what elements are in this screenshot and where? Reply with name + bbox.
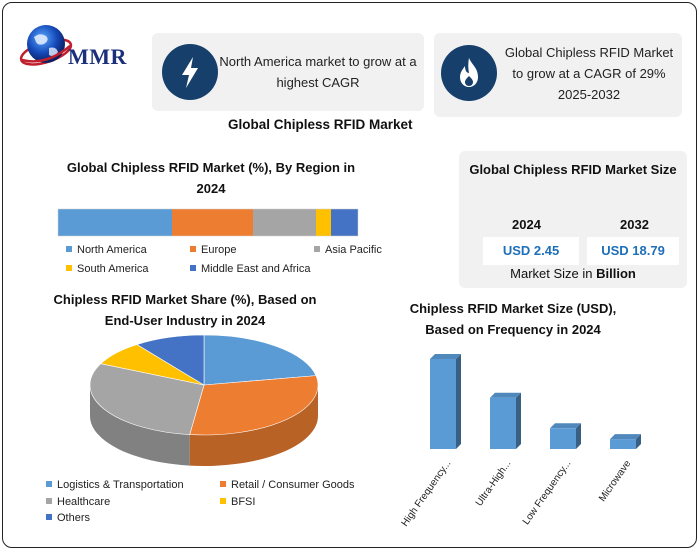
pie-slice-side: [189, 385, 318, 466]
region-legend-item: North America: [66, 244, 147, 256]
frequency-category-label: Ultra-High...: [474, 458, 514, 508]
legend-label: North America: [77, 244, 147, 256]
pie-slice: [136, 334, 205, 386]
frequency-bar-top: [490, 392, 521, 398]
pie-slice: [203, 334, 317, 386]
frequency-category-label: Low Frequency...: [521, 458, 574, 527]
value-2032: USD 18.79: [587, 237, 679, 265]
legend-label: Europe: [201, 244, 237, 256]
end-user-chart-title: Chipless RFID Market Share (%), Based on…: [53, 292, 317, 328]
legend-swatch: [66, 265, 72, 271]
region-bar-segment: [331, 209, 358, 236]
end-user-legend-item: Healthcare: [46, 496, 110, 508]
legend-label: Retail / Consumer Goods: [231, 479, 355, 491]
page-title: Global Chipless RFID Market: [228, 117, 413, 132]
frequency-bar-side: [636, 434, 641, 449]
region-bar-segment: [172, 209, 253, 236]
year-2024-label: 2024: [512, 217, 541, 232]
frequency-bar-top: [610, 434, 641, 440]
highlight-card-region: North America market to grow at a highes…: [152, 33, 424, 111]
frequency-category-label: High Frequency...: [400, 458, 454, 528]
legend-label: Logistics & Transportation: [57, 479, 184, 491]
frequency-bar-chart: High Frequency... Ultra-High... Low Freque…: [400, 354, 641, 529]
region-legend-item: Europe: [190, 244, 236, 256]
legend-swatch: [46, 497, 52, 504]
unit-note-emphasis: Billion: [596, 266, 636, 281]
region-bar-segment: [316, 209, 331, 236]
frequency-bar-top: [430, 354, 461, 359]
frequency-bar: [490, 397, 516, 449]
region-legend-item: Asia Pacific: [314, 244, 382, 256]
end-user-legend-item: Retail / Consumer Goods: [220, 479, 355, 491]
year-2032-label: 2032: [620, 217, 649, 232]
value-2024: USD 2.45: [483, 237, 579, 265]
legend-swatch: [220, 481, 226, 487]
end-user-pie-chart: [89, 334, 319, 466]
frequency-bar: [610, 439, 636, 449]
pie-slice: [89, 363, 205, 435]
legend-swatch: [190, 246, 196, 252]
market-size-title: Global Chipless RFID Market Size: [469, 162, 677, 177]
frequency-category-label: Microwave: [597, 458, 634, 504]
market-size-card: Global Chipless RFID Market Size 2024 20…: [459, 151, 687, 288]
legend-swatch: [46, 514, 52, 520]
highlight-card-cagr: Global Chipless RFID Market to grow at a…: [434, 33, 682, 117]
region-chart-title: Global Chipless RFID Market (%), By Regi…: [66, 160, 356, 196]
legend-label: Middle East and Africa: [201, 263, 311, 275]
legend-swatch: [66, 246, 72, 252]
unit-note-prefix: Market Size in: [510, 266, 597, 281]
frequency-bar: [430, 359, 456, 449]
legend-label: BFSI: [231, 495, 256, 508]
region-legend-item: Middle East and Africa: [190, 263, 310, 275]
legend-label: Healthcare: [57, 495, 111, 508]
market-size-unit-note: Market Size in Billion: [459, 266, 687, 281]
flame-icon: [460, 58, 478, 87]
region-bar-segment: [253, 209, 316, 236]
highlight-text-region: North America market to grow at a highes…: [219, 54, 417, 90]
frequency-bar-side: [516, 392, 521, 449]
end-user-legend-item: Logistics & Transportation: [46, 479, 184, 491]
legend-label: Others: [57, 512, 91, 524]
frequency-bar-side: [456, 354, 461, 449]
brand-logo: [16, 22, 146, 74]
region-stacked-bar-chart: [57, 208, 359, 237]
frequency-bar: [550, 428, 576, 449]
highlight-text-cagr: Global Chipless RFID Market to grow at a…: [504, 45, 674, 102]
globe-icon: [19, 25, 73, 66]
legend-label: South America: [77, 263, 149, 275]
legend-swatch: [220, 497, 226, 504]
legend-swatch: [46, 481, 52, 487]
legend-label: Asia Pacific: [325, 244, 382, 256]
pie-slice: [189, 375, 319, 436]
legend-swatch: [190, 265, 196, 271]
end-user-legend-item: BFSI: [220, 496, 255, 508]
region-bar-outline: [57, 208, 359, 237]
region-legend-item: South America: [66, 263, 149, 275]
frequency-bar-top: [550, 423, 581, 429]
end-user-legend-item: Others: [46, 512, 90, 524]
frequency-bar-side: [576, 423, 581, 449]
lightning-bolt-icon: [182, 57, 198, 88]
brand-name: MMR: [68, 44, 127, 69]
badge: [441, 45, 497, 101]
pie-slice-side: [90, 385, 190, 466]
legend-swatch: [314, 246, 320, 252]
frequency-chart-title: Chipless RFID Market Size (USD), Based o…: [409, 301, 617, 337]
region-bar-segment: [58, 209, 172, 236]
badge: [162, 44, 218, 100]
